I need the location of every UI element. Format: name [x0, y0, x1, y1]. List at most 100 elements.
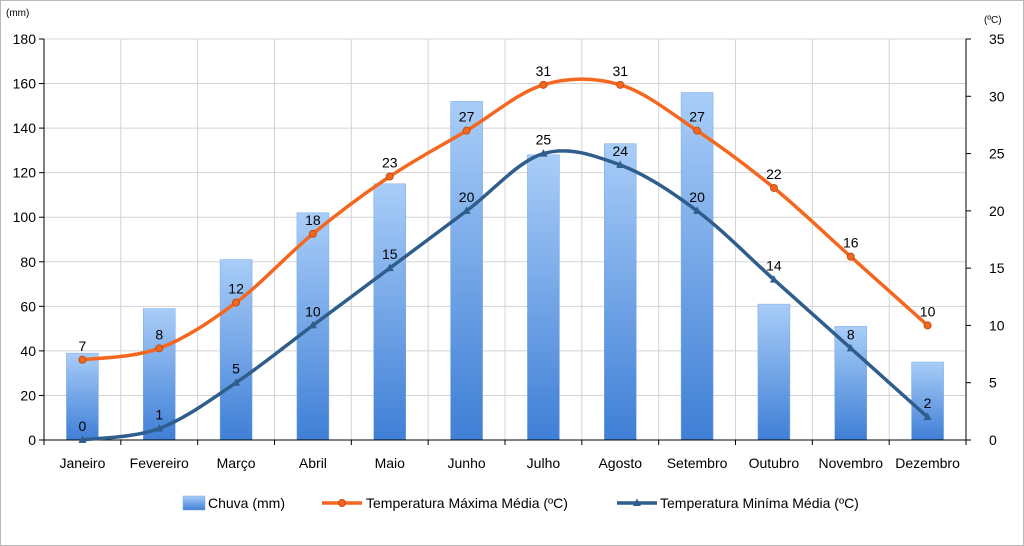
- x-tick-label: Dezembro: [895, 455, 960, 471]
- y-right-tick-label: 10: [989, 317, 1005, 333]
- temp-max-data-label: 18: [305, 212, 321, 228]
- temp-max-data-label: 22: [766, 166, 782, 182]
- temp-max-marker: [539, 80, 548, 89]
- y-left-tick-label: 20: [20, 387, 36, 403]
- x-tick-label: Janeiro: [59, 455, 105, 471]
- temp-min-marker: [693, 206, 702, 214]
- y-left-tick-label: 180: [13, 31, 37, 47]
- legend-label-temp-min: Temperatura Miníma Média (ºC): [660, 495, 859, 511]
- y-right-unit: (ºC): [984, 15, 1002, 26]
- temp-max-marker: [155, 344, 164, 353]
- rain-bar: [680, 92, 714, 441]
- temp-max-data-label: 31: [536, 63, 552, 79]
- y-right-tick-label: 5: [989, 375, 997, 391]
- x-tick-label: Abril: [299, 455, 327, 471]
- y-left-tick-label: 160: [13, 76, 37, 92]
- rain-bar: [527, 154, 560, 441]
- temp-min-marker: [539, 149, 548, 157]
- temp-min-marker: [769, 275, 778, 283]
- rain-bar: [757, 303, 791, 441]
- legend-label-rain: Chuva (mm): [208, 495, 285, 511]
- temp-max-marker: [616, 80, 625, 89]
- y-right-tick-label: 35: [989, 31, 1005, 47]
- temp-min-data-label: 10: [305, 303, 321, 319]
- temp-max-data-label: 10: [920, 303, 936, 319]
- y-left-tick-label: 0: [28, 432, 36, 448]
- temp-max-data-label: 27: [459, 109, 475, 125]
- rain-bar: [604, 143, 637, 441]
- temp-max-data-label: 12: [228, 281, 244, 297]
- temp-min-marker: [308, 320, 317, 329]
- y-left-unit: (mm): [6, 8, 29, 19]
- temp-min-data-label: 0: [79, 418, 87, 434]
- temp-max-marker: [385, 172, 394, 181]
- y-left-tick-label: 60: [20, 298, 36, 314]
- y-right-tick-label: 0: [989, 432, 997, 448]
- y-right-tick-label: 15: [989, 260, 1005, 276]
- temp-min-marker: [462, 206, 471, 214]
- temp-max-marker: [308, 229, 317, 238]
- temp-max-data-label: 23: [382, 154, 398, 170]
- y-left-tick-label: 140: [13, 120, 37, 136]
- axes: 02040608010012014016018005101520253035(m…: [6, 8, 1005, 471]
- legend-marker-temp-max: [338, 499, 346, 507]
- temp-max-marker: [769, 183, 778, 192]
- x-tick-label: Fevereiro: [130, 455, 189, 471]
- x-tick-label: Maio: [375, 455, 406, 471]
- temp-min-marker: [616, 160, 625, 169]
- y-right-tick-label: 20: [989, 203, 1005, 219]
- temp-max-marker: [232, 298, 241, 307]
- legend-label-temp-max: Temperatura Máxima Média (ºC): [366, 495, 568, 511]
- rain-bar: [450, 101, 483, 441]
- rain-bar: [834, 326, 867, 441]
- rain-bar: [911, 361, 944, 441]
- y-left-tick-label: 40: [20, 343, 36, 359]
- temp-min-data-label: 1: [155, 407, 163, 423]
- temp-min-data-label: 2: [924, 395, 932, 411]
- x-tick-label: Novembro: [818, 455, 883, 471]
- temp-min-marker: [923, 412, 932, 421]
- temp-max-data-label: 8: [155, 326, 163, 342]
- temp-max-data-label: 7: [79, 338, 87, 354]
- y-left-tick-label: 100: [13, 209, 37, 225]
- rain-bars: [66, 92, 944, 441]
- legend-swatch-rain: [182, 495, 206, 511]
- temp-min-marker: [385, 263, 394, 272]
- x-tick-label: Março: [217, 455, 256, 471]
- temp-min-marker: [232, 378, 241, 386]
- temp-max-data-label: 16: [843, 235, 859, 251]
- temp-min-marker: [78, 435, 87, 443]
- x-tick-label: Julho: [527, 455, 561, 471]
- temp-min-data-label: 5: [232, 361, 240, 377]
- temp-min-data-label: 14: [766, 258, 782, 274]
- temp-max-data-label: 31: [612, 63, 628, 79]
- legend: Chuva (mm) Temperatura Máxima Média (ºC) T…: [182, 495, 859, 511]
- legend-marker-temp-min: [633, 498, 641, 506]
- rain-bar: [66, 352, 99, 441]
- x-tick-label: Agosto: [598, 455, 642, 471]
- temp-max-marker: [923, 321, 932, 330]
- y-left-tick-label: 120: [13, 165, 37, 181]
- x-tick-label: Junho: [448, 455, 486, 471]
- temp-min-data-label: 8: [847, 326, 855, 342]
- temp-min-marker: [846, 343, 855, 352]
- x-tick-label: Outubro: [749, 455, 800, 471]
- rain-bar: [219, 259, 253, 441]
- temp-min-data-label: 20: [459, 189, 475, 205]
- temp-min-data-label: 25: [536, 132, 552, 148]
- temp-min-data-label: 15: [382, 246, 398, 262]
- temp-max-marker: [846, 252, 855, 261]
- temp-max-marker: [462, 126, 471, 135]
- temp-max-marker: [78, 355, 87, 364]
- temp-max-data-label: 27: [689, 109, 705, 125]
- y-right-tick-label: 30: [989, 88, 1005, 104]
- rain-bar: [143, 308, 176, 441]
- temp-max-marker: [693, 126, 702, 135]
- y-left-tick-label: 80: [20, 254, 36, 270]
- temp-min-data-label: 24: [612, 143, 628, 159]
- y-right-tick-label: 25: [989, 146, 1005, 162]
